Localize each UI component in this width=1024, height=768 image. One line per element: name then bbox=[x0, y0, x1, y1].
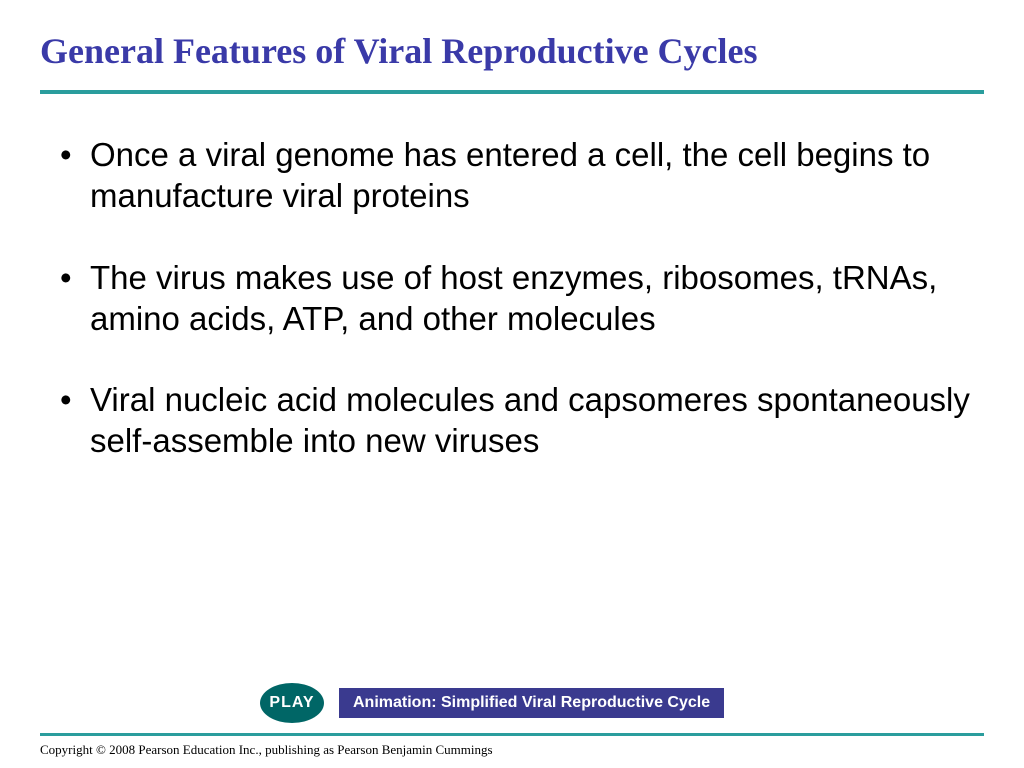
animation-link-box[interactable]: Animation: Simplified Viral Reproductive… bbox=[339, 688, 724, 718]
bullet-item: The virus makes use of host enzymes, rib… bbox=[60, 257, 984, 340]
slide-container: General Features of Viral Reproductive C… bbox=[0, 0, 1024, 768]
play-row: PLAY Animation: Simplified Viral Reprodu… bbox=[40, 683, 984, 723]
play-button[interactable]: PLAY bbox=[260, 683, 324, 723]
animation-label: Animation: Simplified Viral Reproductive… bbox=[353, 694, 710, 711]
bullet-list: Once a viral genome has entered a cell, … bbox=[40, 134, 984, 462]
footer-area: PLAY Animation: Simplified Viral Reprodu… bbox=[40, 683, 984, 768]
copyright-text: Copyright © 2008 Pearson Education Inc.,… bbox=[40, 742, 984, 768]
bullet-item: Once a viral genome has entered a cell, … bbox=[60, 134, 984, 217]
divider-top bbox=[40, 90, 984, 94]
slide-title: General Features of Viral Reproductive C… bbox=[40, 30, 984, 72]
divider-bottom bbox=[40, 733, 984, 736]
play-button-label: PLAY bbox=[269, 694, 314, 712]
bullet-item: Viral nucleic acid molecules and capsome… bbox=[60, 379, 984, 462]
